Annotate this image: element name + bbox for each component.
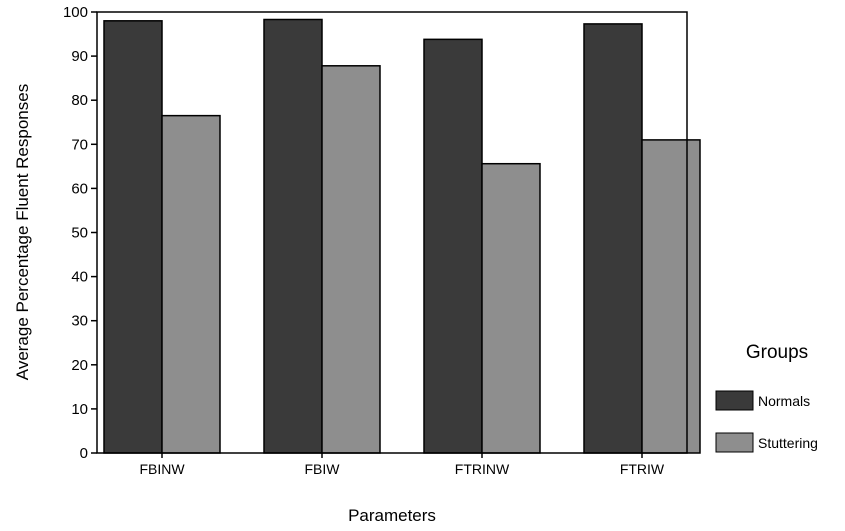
legend-label-normals: Normals [758, 393, 810, 409]
bar-stuttering-fbiw [321, 65, 381, 454]
bar-stuttering-ftrinw [481, 162, 541, 454]
legend: Groups Normals Stuttering [715, 342, 818, 453]
legend-swatch-stuttering [715, 432, 754, 453]
x-tick-label: FTRIW [620, 461, 665, 477]
y-tick-label: 50 [71, 225, 88, 242]
y-axis: 0 10 20 30 40 50 60 70 80 90 100 [63, 4, 97, 462]
legend-label-stuttering: Stuttering [758, 435, 818, 451]
x-axis: FBINW FBIW FTRINW FTRIW [139, 453, 665, 477]
y-tick-label: 30 [71, 313, 88, 330]
bar-normals-ftriw [583, 23, 643, 454]
y-tick-label: 0 [80, 445, 88, 462]
y-tick-label: 70 [71, 136, 88, 153]
y-tick-label: 40 [71, 269, 88, 286]
bar-stuttering-fbinw [161, 114, 221, 454]
legend-title: Groups [746, 342, 808, 363]
y-tick-label: 100 [63, 4, 88, 21]
y-axis-title: Average Percentage Fluent Responses [13, 84, 32, 380]
plot-bars [103, 18, 701, 454]
legend-swatch-normals [715, 390, 754, 411]
x-tick-label: FBIW [305, 461, 341, 477]
bar-stuttering-ftriw [641, 139, 701, 454]
y-tick-label: 10 [71, 401, 88, 418]
y-tick-label: 90 [71, 48, 88, 65]
x-tick-label: FBINW [139, 461, 185, 477]
x-axis-title: Parameters [348, 506, 436, 525]
y-tick-label: 60 [71, 180, 88, 197]
x-tick-label: FTRINW [455, 461, 510, 477]
bar-normals-ftrinw [423, 38, 483, 454]
bar-normals-fbinw [103, 20, 163, 454]
y-tick-label: 20 [71, 357, 88, 374]
y-tick-label: 80 [71, 92, 88, 109]
bar-normals-fbiw [263, 18, 323, 454]
